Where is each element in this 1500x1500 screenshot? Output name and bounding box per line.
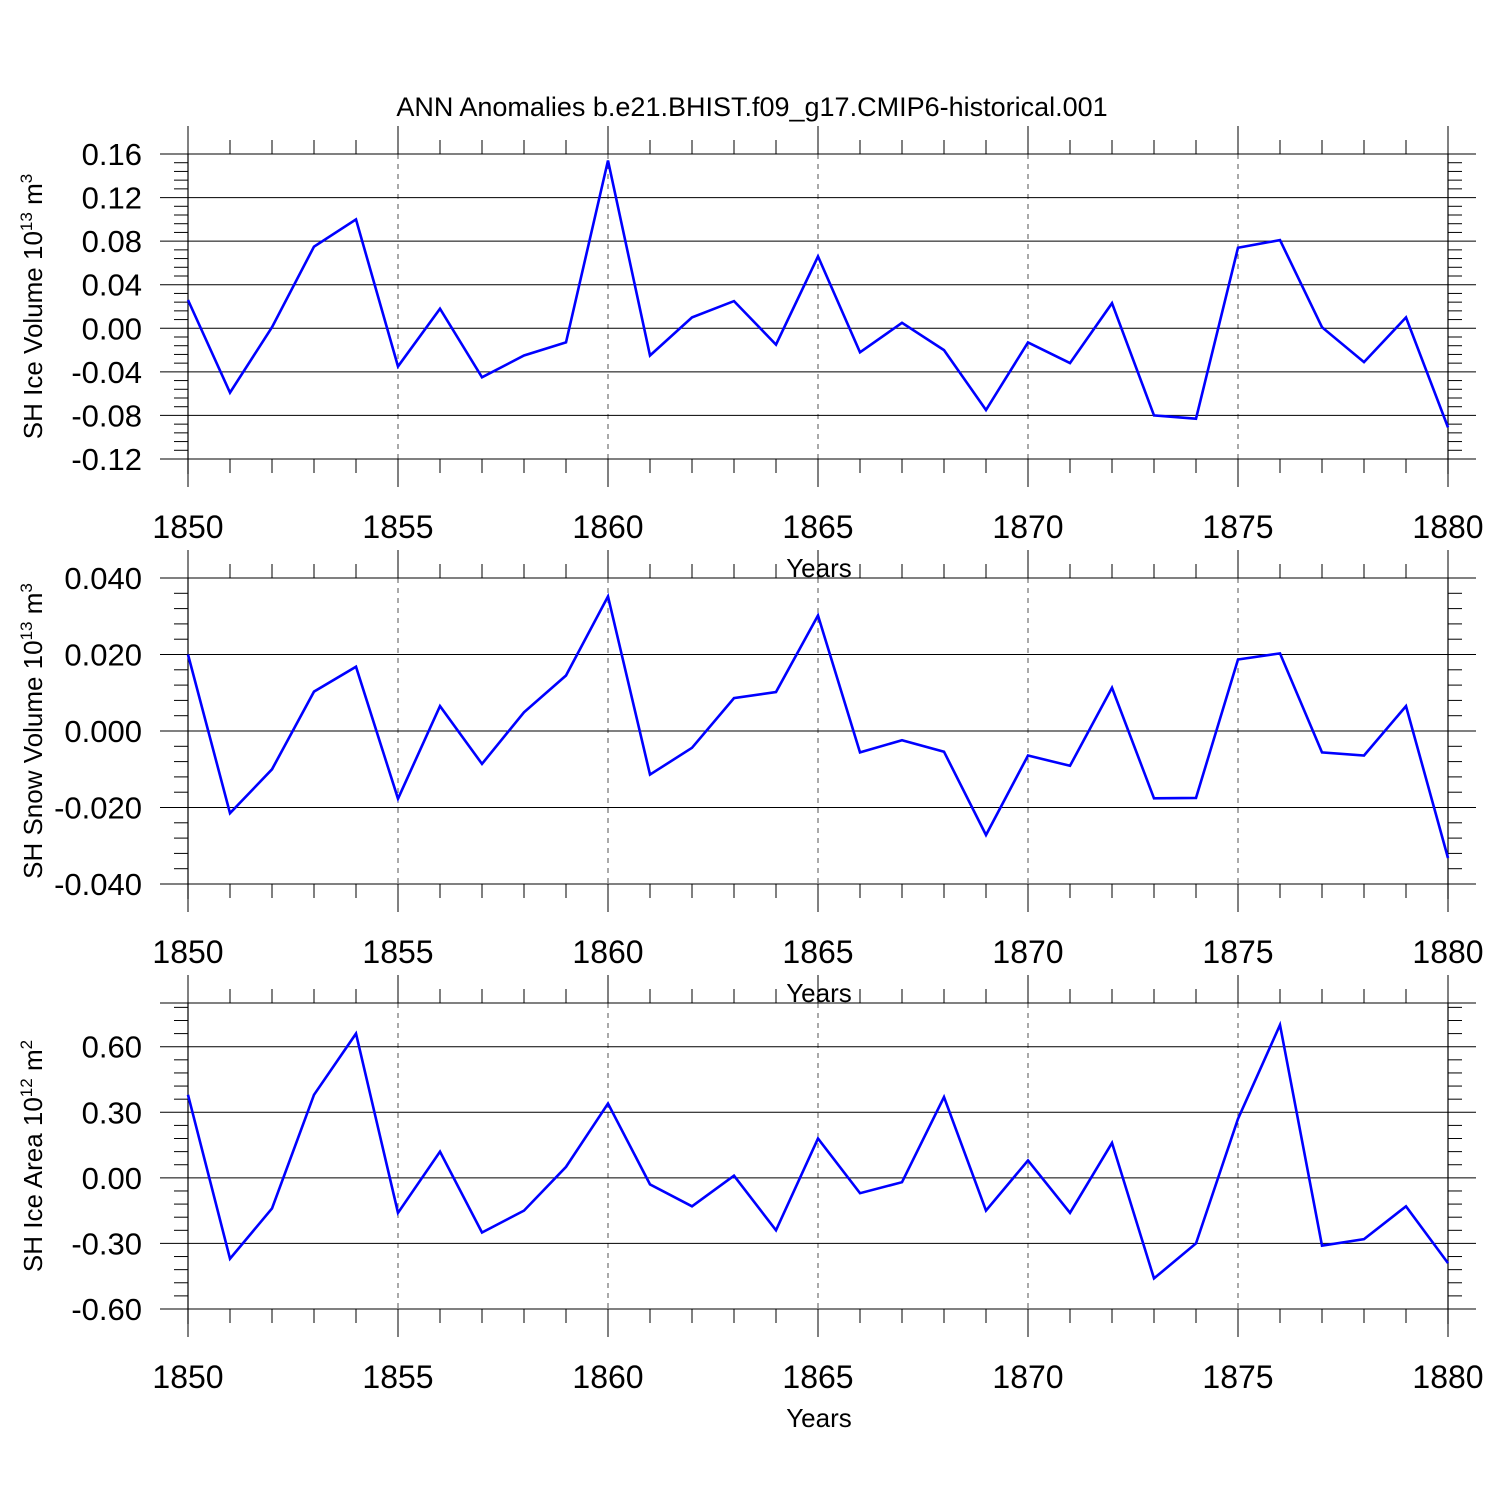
x-tick-label: 1870 — [992, 934, 1063, 970]
x-axis-label: Years — [786, 1403, 852, 1433]
x-tick-label: 1875 — [1202, 1359, 1273, 1395]
x-tick-label: 1860 — [572, 1359, 643, 1395]
y-tick-label: 0.04 — [82, 268, 142, 303]
y-tick-label: 0.040 — [64, 561, 142, 596]
x-tick-label: 1855 — [362, 509, 433, 545]
x-tick-label: 1870 — [992, 1359, 1063, 1395]
x-tick-label: 1880 — [1412, 509, 1483, 545]
x-tick-label: 1865 — [782, 1359, 853, 1395]
chart-title: ANN Anomalies b.e21.BHIST.f09_g17.CMIP6-… — [396, 92, 1107, 122]
panels: -0.12 -0.08 -0.04 0.00 0.04 0.08 0.12 0.16 1850 1… — [17, 126, 1484, 1433]
x-tick-label: 1855 — [362, 1359, 433, 1395]
x-tick-label: 1865 — [782, 934, 853, 970]
x-tick-label: 1880 — [1412, 934, 1483, 970]
x-tick-label: 1860 — [572, 934, 643, 970]
x-tick-label: 1865 — [782, 509, 853, 545]
y-tick-label: -0.020 — [54, 791, 142, 826]
chart-panel-2: -0.040 -0.020 0.000 0.020 0.040 1850 1855 1860 1… — [17, 550, 1484, 1008]
y-tick-label: -0.60 — [71, 1292, 142, 1327]
y-tick-label: -0.12 — [71, 442, 142, 477]
y-tick-label: 0.00 — [82, 311, 142, 346]
y-tick-label: 0.000 — [64, 714, 142, 749]
x-tick-label: 1850 — [152, 934, 223, 970]
y-tick-label: -0.040 — [54, 867, 142, 902]
y-tick-label: -0.04 — [71, 355, 142, 390]
x-tick-label: 1850 — [152, 1359, 223, 1395]
y-axis-label: SH Snow Volume 1013 m3 — [17, 583, 48, 879]
y-tick-label: -0.30 — [71, 1226, 142, 1261]
y-tick-label: 0.60 — [82, 1030, 142, 1065]
x-tick-label: 1880 — [1412, 1359, 1483, 1395]
y-tick-label: -0.08 — [71, 398, 142, 433]
series-line-1 — [186, 1020, 1450, 1281]
x-tick-label: 1855 — [362, 934, 433, 970]
chart-panel-3: -0.60 -0.30 0.00 0.30 0.60 1850 1855 1860 1865 18… — [17, 975, 1484, 1433]
y-tick-label: 0.30 — [82, 1095, 142, 1130]
x-tick-label: 1850 — [152, 509, 223, 545]
y-tick-label: 0.12 — [82, 181, 142, 216]
y-axis-label: SH Ice Volume 1013 m3 — [17, 174, 48, 439]
y-tick-label: 0.08 — [82, 224, 142, 259]
x-tick-label: 1870 — [992, 509, 1063, 545]
y-axis-label: SH Ice Area 1012 m2 — [17, 1040, 48, 1272]
chart-panel-1: -0.12 -0.08 -0.04 0.00 0.04 0.08 0.12 0.16 1850 1… — [17, 126, 1484, 583]
y-tick-label: 0.16 — [82, 137, 142, 172]
x-tick-label: 1875 — [1202, 509, 1273, 545]
x-tick-label: 1860 — [572, 509, 643, 545]
y-tick-label: 0.00 — [82, 1161, 142, 1196]
y-tick-label: 0.020 — [64, 638, 142, 673]
x-tick-label: 1875 — [1202, 934, 1273, 970]
